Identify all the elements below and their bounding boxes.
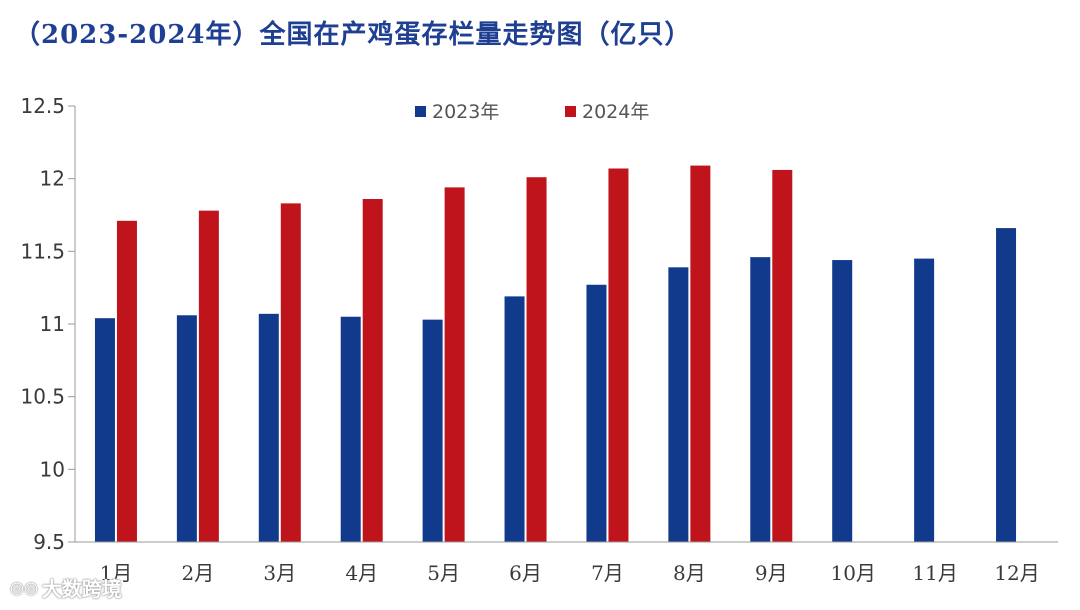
legend-label-2023年: 2023年	[432, 101, 499, 123]
bar-2023年-2月	[176, 315, 197, 542]
bar-2024年-4月	[362, 199, 383, 542]
x-axis: 1月 2月 3月 4月 5月 6月 7月 8月 9月 10月 11月 12月	[75, 541, 1058, 585]
bar-2023年-11月	[914, 258, 935, 542]
bars	[94, 165, 1017, 543]
bar-2023年-8月	[668, 267, 689, 542]
bar-2024年-3月	[280, 203, 301, 542]
bar-2024年-1月	[116, 220, 137, 542]
y-tick-label: 12	[40, 167, 65, 191]
x-tick-label: 7月	[591, 561, 624, 585]
x-tick-label: 10月	[830, 561, 875, 585]
chart-title: （2023-2024年）全国在产鸡蛋存栏量走势图（亿只）	[14, 20, 692, 50]
y-axis: 9.5 10 10.5 11 11.5 12 12.5	[20, 94, 76, 554]
legend-swatch-2024年	[565, 106, 576, 117]
watermark-logo-icon: ◎◎	[10, 578, 38, 597]
x-tick-label: 1月	[100, 561, 133, 585]
bar-2023年-10月	[832, 260, 853, 542]
legend-label-2024年: 2024年	[582, 101, 649, 123]
x-tick-label: 12月	[994, 561, 1039, 585]
legend-swatch-2023年	[415, 106, 426, 117]
watermark-text: 大数跨境	[41, 577, 122, 601]
x-tick-label: 6月	[509, 561, 542, 585]
x-tick-label: 4月	[345, 561, 378, 585]
y-tick-label: 10.5	[20, 385, 65, 409]
y-tick-label: 11.5	[20, 239, 65, 263]
x-tick-label: 2月	[182, 561, 215, 585]
bar-2024年-5月	[444, 187, 465, 543]
bar-2023年-5月	[422, 319, 443, 542]
bar-2024年-9月	[772, 169, 793, 543]
legend: 2023年 2024年	[415, 101, 649, 123]
y-tick-label: 12.5	[20, 94, 65, 118]
watermark: ◎◎ 大数跨境	[10, 573, 122, 602]
bar-2023年-1月	[94, 318, 115, 542]
bar-2023年-9月	[750, 257, 771, 542]
x-tick-label: 3月	[263, 561, 296, 585]
bar-2023年-3月	[258, 313, 279, 542]
y-tick-label: 9.5	[33, 530, 65, 554]
x-tick-label: 8月	[673, 561, 706, 585]
x-tick-label: 5月	[427, 561, 460, 585]
bar-2024年-6月	[526, 177, 547, 543]
y-tick-label: 11	[40, 312, 65, 336]
y-tick-label: 10	[40, 457, 65, 481]
bar-2024年-8月	[690, 165, 711, 542]
bar-2024年-2月	[198, 210, 219, 542]
bar-2023年-12月	[996, 228, 1017, 542]
x-tick-label: 9月	[755, 561, 788, 585]
bar-2023年-6月	[504, 296, 525, 542]
x-tick-label: 11月	[912, 561, 957, 585]
bar-2024年-7月	[608, 168, 629, 542]
bar-2023年-4月	[340, 316, 361, 542]
bar-2023年-7月	[586, 284, 607, 542]
